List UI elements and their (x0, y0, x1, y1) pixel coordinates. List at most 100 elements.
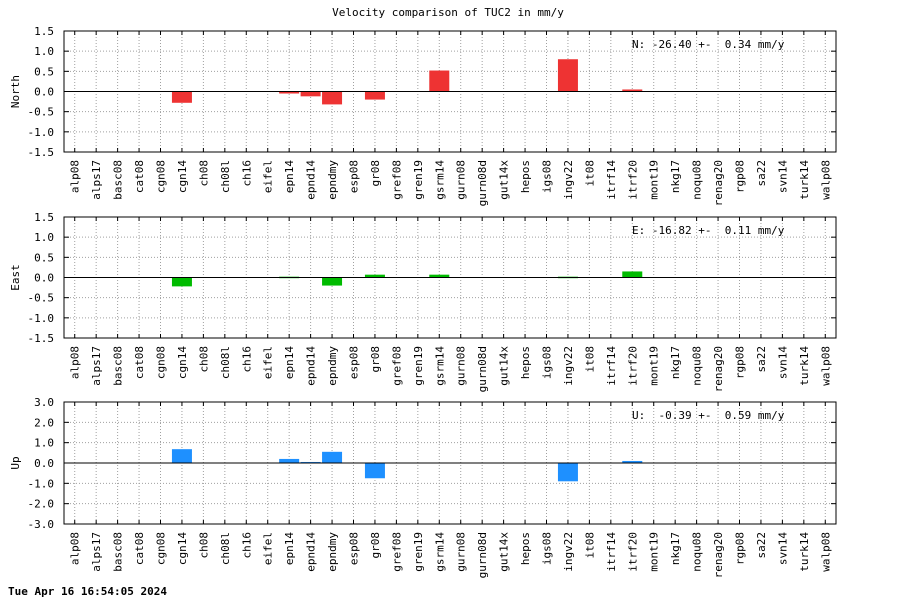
panel-north: -1.5 -1.0 -0.5 0.0 0.5 1.0 1.5 alp08 alps17 basc0… (9, 25, 837, 206)
x-tick-label: itrf20 (626, 346, 639, 386)
x-tick-label: it08 (583, 160, 596, 187)
x-tick-label: cgn08 (155, 346, 168, 379)
x-tick-label: epndmy (326, 532, 339, 572)
y-tick-label: 1.0 (34, 45, 54, 58)
x-tick-label: epn14 (283, 160, 296, 193)
x-tick-label: itrf14 (605, 346, 618, 386)
x-tick-label: noqu08 (691, 160, 704, 200)
x-tick-label: itrf14 (605, 532, 618, 572)
bar-gsrm14 (429, 70, 450, 92)
y-tick-label: 1.5 (34, 211, 54, 224)
x-tick-label: gref08 (390, 532, 403, 572)
plot-frame (63, 216, 837, 339)
x-tick-label: itrf14 (605, 160, 618, 200)
x-tick-label: cgn08 (155, 532, 168, 565)
x-tick-label: ingv22 (562, 346, 575, 386)
x-tick-label: sa22 (755, 160, 768, 187)
x-tick-label: ch16 (240, 160, 253, 187)
velocity-annotation: E: -16.82 +- 0.11 mm/y (632, 224, 785, 237)
x-tick-label: basc08 (112, 160, 125, 200)
x-tick-label: alp08 (69, 346, 82, 379)
bar-cgn14 (171, 91, 192, 103)
x-tick-label: ch08l (219, 160, 232, 193)
x-tick-label: nkg17 (669, 532, 682, 565)
bar-epnd14 (300, 91, 321, 97)
x-tick-label: gurn08d (476, 346, 489, 392)
velocity-annotation: N: -26.40 +- 0.34 mm/y (632, 38, 785, 51)
y-tick-label: 0.5 (34, 65, 54, 78)
panel-up: -3.0 -2.0 -1.0 0.0 1.0 2.0 3.0 alp08 alps17 basc0… (9, 396, 837, 578)
plot-frame (63, 401, 837, 525)
plot-frame (63, 30, 837, 153)
x-tick-label: mont19 (648, 532, 661, 572)
x-tick-label: turk14 (798, 160, 811, 200)
bar-cgn14 (171, 449, 192, 463)
y-tick-label: 1.0 (34, 437, 54, 450)
x-tick-label: ch16 (240, 532, 253, 559)
x-tick-label: esp08 (348, 160, 361, 193)
x-tick-label: epnd14 (305, 532, 318, 572)
bar-ingv22 (557, 463, 578, 482)
panel-east: -1.5 -1.0 -0.5 0.0 0.5 1.0 1.5 alp08 alps17 basc0… (9, 211, 837, 392)
x-tick-label: cgn14 (176, 346, 189, 379)
x-tick-label: renag20 (712, 346, 725, 392)
x-tick-label: gurn08 (455, 346, 468, 386)
x-tick-label: igs08 (541, 346, 554, 379)
x-tick-label: alps17 (90, 532, 103, 572)
x-tick-label: itrf20 (626, 532, 639, 572)
x-tick-label: gurn08 (455, 532, 468, 572)
x-tick-label: turk14 (798, 532, 811, 572)
bar-epn14 (279, 91, 300, 94)
y-tick-label: 2.0 (34, 416, 54, 429)
x-tick-label: epndmy (326, 160, 339, 200)
x-tick-label: turk14 (798, 346, 811, 386)
x-tick-label: ch08l (219, 532, 232, 565)
x-tick-label: gsrm14 (433, 346, 446, 386)
bar-gr08 (364, 463, 385, 479)
x-tick-label: ch08 (197, 532, 210, 559)
y-tick-label: 1.5 (34, 25, 54, 38)
chart-title: Velocity comparison of TUC2 in mm/y (332, 6, 564, 19)
x-tick-label: nkg17 (669, 346, 682, 379)
y-axis-label: East (9, 264, 22, 291)
x-tick-label: basc08 (112, 532, 125, 572)
x-tick-label: svn14 (776, 346, 789, 379)
x-tick-label: cgn08 (155, 160, 168, 193)
x-tick-label: rgp08 (734, 160, 747, 193)
x-tick-label: gsrm14 (433, 160, 446, 200)
x-tick-label: gr08 (369, 346, 382, 373)
x-tick-label: gut14x (498, 160, 511, 200)
x-tick-label: gsrm14 (433, 532, 446, 572)
x-tick-label: renag20 (712, 160, 725, 206)
x-tick-label: gr08 (369, 160, 382, 187)
x-tick-label: hepos (519, 160, 532, 193)
x-tick-label: ingv22 (562, 160, 575, 200)
x-tick-label: walp08 (819, 346, 832, 386)
bar-gr08 (364, 274, 385, 278)
x-tick-label: rgp08 (734, 532, 747, 565)
x-tick-label: gref08 (390, 346, 403, 386)
x-tick-label: it08 (583, 346, 596, 373)
x-tick-label: svn14 (776, 532, 789, 565)
y-tick-label: -3.0 (28, 518, 55, 531)
x-tick-label: ch08 (197, 346, 210, 373)
bar-epndmy (322, 91, 343, 105)
x-tick-label: ingv22 (562, 532, 575, 572)
x-tick-label: renag20 (712, 532, 725, 578)
x-tick-label: walp08 (819, 160, 832, 200)
x-tick-label: noqu08 (691, 346, 704, 386)
x-tick-label: epnd14 (305, 160, 318, 200)
x-tick-label: noqu08 (691, 532, 704, 572)
y-axis-label: North (9, 75, 22, 108)
y-tick-label: -1.5 (28, 146, 55, 159)
x-tick-label: gut14x (498, 532, 511, 572)
x-tick-label: eifel (262, 160, 275, 193)
x-tick-label: cat08 (133, 160, 146, 193)
x-tick-label: gurn08d (476, 532, 489, 578)
bar-epn14 (279, 458, 300, 463)
x-tick-label: ch08 (197, 160, 210, 187)
bar-cgn14 (171, 277, 192, 287)
bar-itrf20 (622, 89, 643, 92)
x-tick-label: esp08 (348, 346, 361, 379)
x-tick-label: igs08 (541, 532, 554, 565)
